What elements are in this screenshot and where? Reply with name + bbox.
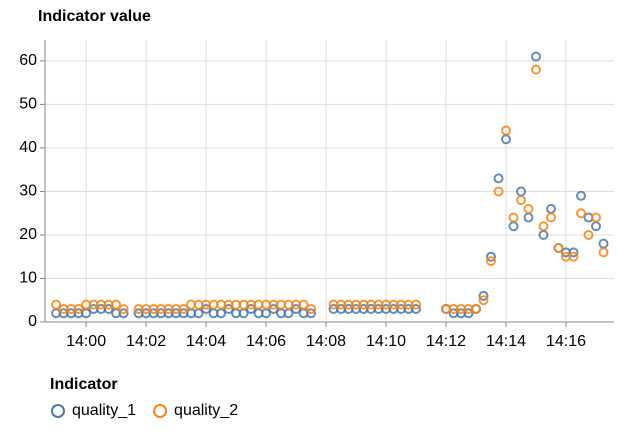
point bbox=[268, 303, 279, 314]
x-tick-label: 14:08 bbox=[306, 333, 346, 350]
y-tick-label: 20 bbox=[19, 226, 37, 243]
point bbox=[516, 195, 527, 206]
point bbox=[411, 303, 422, 314]
x-tick-label: 14:16 bbox=[546, 333, 586, 350]
legend-label: quality_2 bbox=[174, 402, 238, 419]
y-tick-label: 40 bbox=[19, 139, 37, 156]
point bbox=[531, 64, 542, 75]
point bbox=[291, 303, 302, 314]
y-tick-label: 50 bbox=[19, 96, 37, 113]
point bbox=[591, 221, 602, 232]
point bbox=[538, 221, 549, 232]
point bbox=[508, 221, 519, 232]
point bbox=[103, 303, 114, 314]
point bbox=[546, 203, 557, 214]
point bbox=[486, 256, 497, 267]
point bbox=[568, 247, 579, 258]
point bbox=[478, 295, 489, 306]
point bbox=[493, 186, 504, 197]
y-tick-label: 60 bbox=[19, 52, 37, 69]
legend-symbol bbox=[153, 404, 168, 418]
point bbox=[568, 251, 579, 262]
point bbox=[463, 308, 474, 319]
x-tick-label: 14:02 bbox=[126, 333, 166, 350]
point bbox=[298, 299, 309, 310]
point bbox=[576, 208, 587, 219]
point bbox=[591, 212, 602, 223]
point bbox=[598, 247, 609, 258]
point bbox=[553, 243, 564, 254]
point bbox=[306, 303, 317, 314]
point bbox=[523, 212, 534, 223]
point bbox=[576, 190, 587, 201]
x-tick-label: 14:12 bbox=[426, 333, 466, 350]
point bbox=[508, 212, 519, 223]
point bbox=[118, 303, 129, 314]
point bbox=[471, 303, 482, 314]
point bbox=[111, 299, 122, 310]
legend-symbol bbox=[51, 404, 65, 418]
point bbox=[598, 238, 609, 249]
point bbox=[546, 212, 557, 223]
point bbox=[501, 125, 512, 136]
x-tick-label: 14:04 bbox=[186, 333, 226, 350]
point bbox=[523, 203, 534, 214]
point bbox=[583, 229, 594, 240]
point bbox=[411, 299, 422, 310]
point bbox=[51, 299, 62, 310]
chart-title: Indicator value bbox=[38, 8, 151, 25]
point bbox=[531, 51, 542, 62]
y-tick-label: 0 bbox=[28, 313, 37, 330]
point bbox=[178, 303, 189, 314]
x-tick-label: 14:14 bbox=[486, 333, 526, 350]
point bbox=[493, 173, 504, 184]
y-tick-label: 30 bbox=[19, 183, 37, 200]
x-tick-label: 14:00 bbox=[66, 333, 106, 350]
point bbox=[118, 308, 129, 319]
point bbox=[73, 303, 84, 314]
point bbox=[478, 290, 489, 301]
legend-label: quality_1 bbox=[72, 402, 136, 419]
y-tick-label: 10 bbox=[19, 270, 37, 287]
point bbox=[223, 303, 234, 314]
point bbox=[486, 251, 497, 262]
point bbox=[201, 303, 212, 314]
x-tick-label: 14:10 bbox=[366, 333, 406, 350]
x-tick-label: 14:06 bbox=[246, 333, 286, 350]
point bbox=[306, 308, 317, 319]
point bbox=[246, 303, 257, 314]
legend-title: Indicator bbox=[50, 376, 118, 393]
